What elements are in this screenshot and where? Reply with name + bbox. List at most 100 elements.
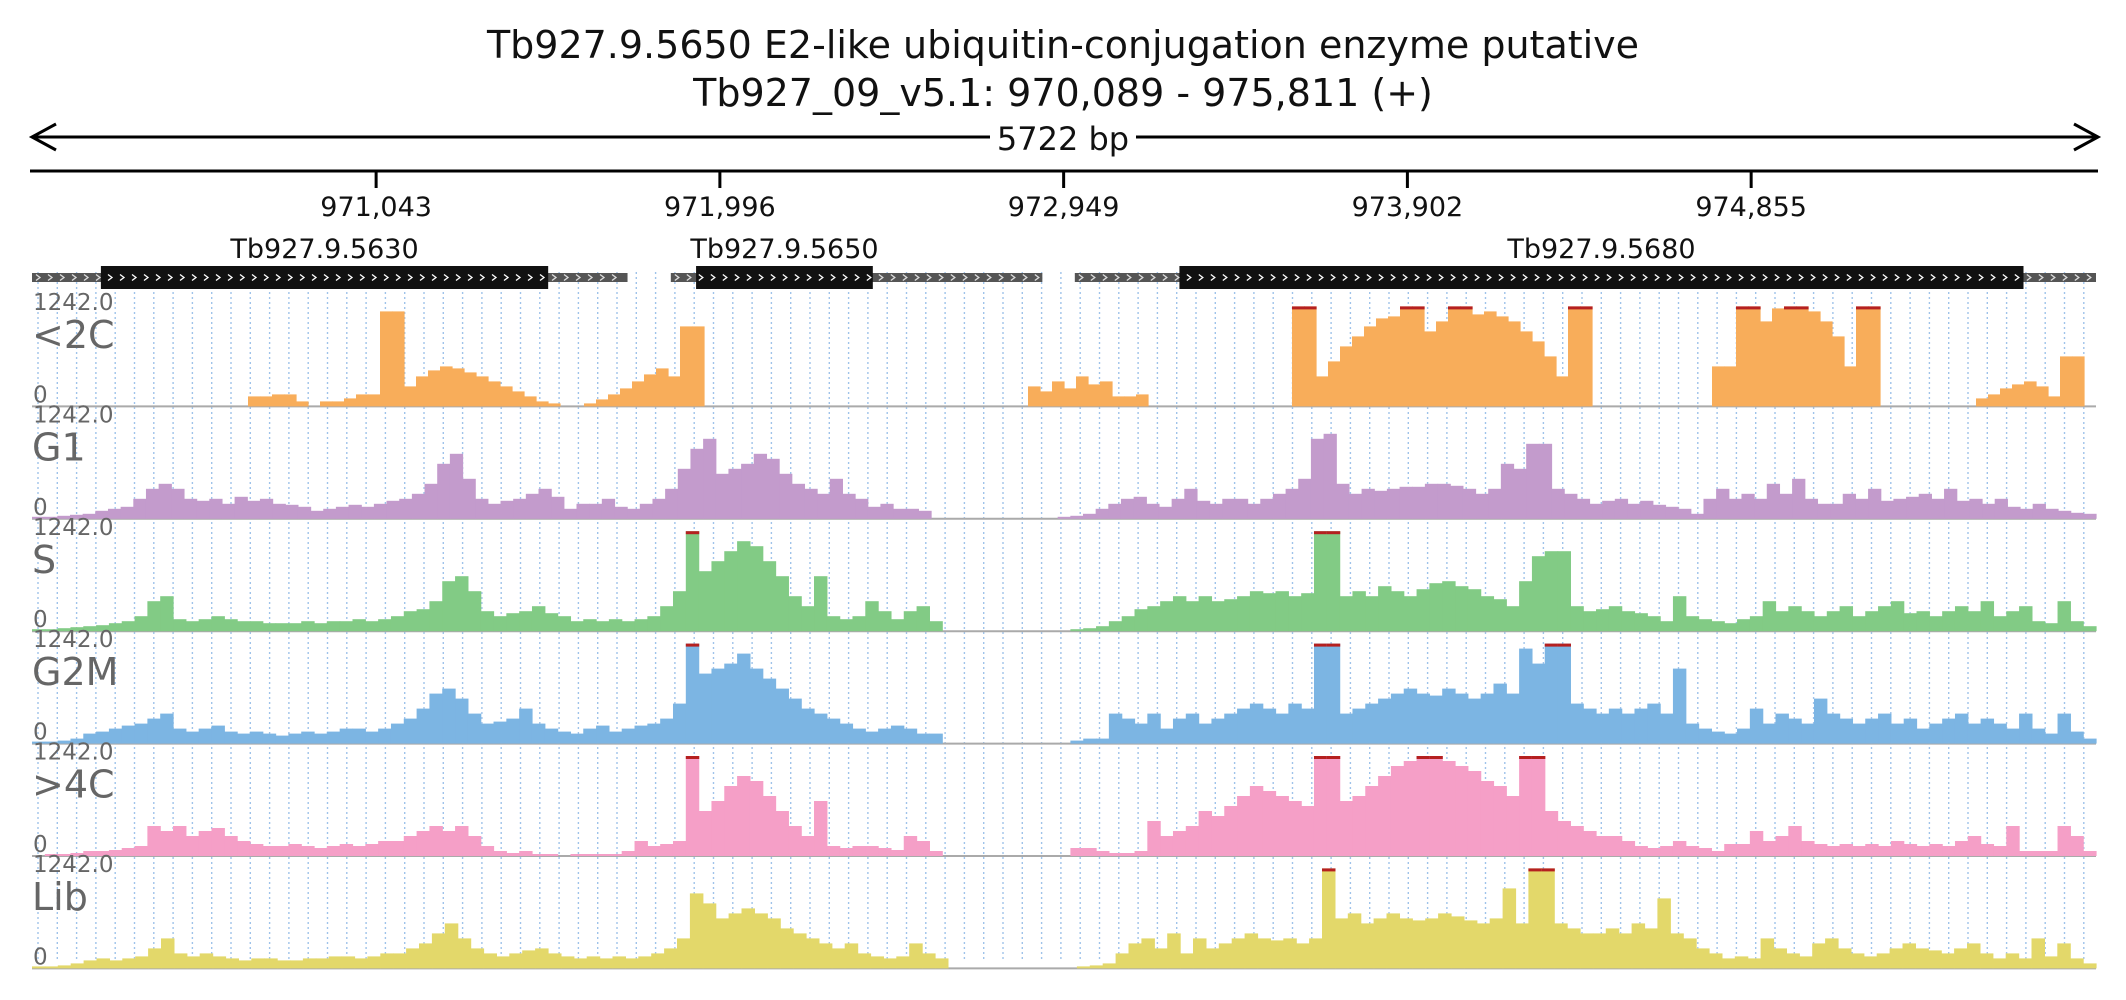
coverage-bar <box>1301 806 1315 856</box>
coverage-bar <box>1967 723 1982 744</box>
coverage-bar <box>390 841 405 856</box>
coverage-bar <box>737 653 751 744</box>
coverage-bar <box>614 506 628 519</box>
strand-arrow <box>323 273 330 282</box>
coverage-bar <box>264 958 278 969</box>
strand-arrow <box>1930 273 1936 282</box>
strand-arrow <box>1090 273 1096 282</box>
coverage-bar <box>1724 623 1738 632</box>
coverage-bar <box>1128 943 1142 969</box>
coverage-bar <box>1283 938 1297 969</box>
coverage-bar <box>467 591 482 632</box>
coverage-bar <box>2031 621 2046 632</box>
coverage-bar <box>1365 786 1379 856</box>
strand-arrow <box>599 273 606 282</box>
coverage-bar <box>121 848 136 856</box>
coverage-bar <box>1160 728 1174 744</box>
strand-arrow <box>491 273 498 282</box>
coverage-bar <box>660 606 674 632</box>
coverage-bar <box>145 488 160 519</box>
coverage-bar <box>544 854 559 856</box>
coverage-bar <box>367 956 381 969</box>
clip-marker <box>1519 756 1533 759</box>
strand-arrow <box>1022 273 1028 282</box>
coverage-bar <box>301 621 315 632</box>
coverage-bar <box>32 516 46 519</box>
coverage-bar <box>1672 596 1687 632</box>
coverage-bar <box>1804 498 1819 519</box>
coverage-bar <box>766 458 780 519</box>
chart-title-line2: Tb927_09_v5.1: 970,089 - 975,811 (+) <box>692 71 1433 115</box>
coverage-bar <box>1993 616 2007 632</box>
clip-marker <box>1460 306 1473 310</box>
coverage-bar <box>814 713 828 744</box>
coverage-bar <box>1275 591 1289 632</box>
coverage-bar <box>1121 718 1136 744</box>
coverage-bar <box>209 498 223 519</box>
coverage-bar <box>1737 728 1751 744</box>
coverage-bar <box>1749 708 1764 744</box>
coverage-bar <box>1185 826 1200 856</box>
coverage-bar <box>1749 831 1764 856</box>
coverage-bar <box>272 394 285 407</box>
coverage-bar <box>302 958 317 969</box>
coverage-bar <box>1779 493 1793 519</box>
strand-arrow <box>383 273 390 282</box>
coverage-bar <box>1323 433 1337 519</box>
coverage-bar <box>677 468 692 519</box>
coverage-bar <box>339 728 354 744</box>
coverage-bar <box>1808 311 1821 407</box>
coverage-bar <box>715 473 730 519</box>
strand-arrow <box>59 273 66 282</box>
coverage-bar <box>1844 366 1857 407</box>
coverage-bar <box>1749 616 1764 632</box>
coverage-bar <box>880 503 894 519</box>
strand-arrow <box>1078 273 1084 282</box>
coverage-bar <box>1361 488 1375 519</box>
strand-arrow <box>1174 273 1180 282</box>
coverage-bar <box>1826 846 1841 856</box>
coverage-bar <box>762 678 777 744</box>
coverage-bar <box>1942 611 1956 632</box>
coverage-bar <box>1929 723 1943 744</box>
coverage-bar <box>583 854 597 856</box>
coverage-bar <box>108 623 123 632</box>
coverage-bar <box>525 493 540 519</box>
strand-arrow <box>1282 273 1288 282</box>
strand-arrow <box>2014 273 2020 282</box>
chart-title-line1: Tb927.9.5650 E2-like ubiquitin-conjugati… <box>486 23 1639 67</box>
coverage-bar <box>818 943 833 969</box>
coverage-bar <box>1596 609 1610 632</box>
coverage-bar <box>1336 483 1350 519</box>
coverage-bar <box>634 619 648 632</box>
clip-marker <box>1868 306 1881 310</box>
strand-arrow <box>263 273 270 282</box>
coverage-bar <box>211 828 225 856</box>
strand-arrow <box>1438 273 1444 282</box>
strand-arrow <box>1678 273 1684 282</box>
coverage-bar <box>1326 531 1341 632</box>
strand-arrow <box>674 273 680 282</box>
coverage-bar <box>500 500 514 519</box>
coverage-bar <box>122 958 136 969</box>
coverage-bar <box>70 738 84 744</box>
strand-arrow <box>1618 273 1624 282</box>
coverage-bar <box>1544 551 1559 632</box>
strand-arrow <box>2074 273 2080 282</box>
coverage-bar <box>1544 811 1559 856</box>
coverage-bar <box>2019 713 2033 744</box>
coverage-bar <box>380 953 394 969</box>
coverage-bar <box>442 688 456 744</box>
clip-marker <box>1541 868 1555 872</box>
coverage-bar <box>1198 811 1213 856</box>
coverage-bar <box>57 515 71 519</box>
coverage-bar <box>1865 718 1879 744</box>
clip-marker <box>1856 306 1869 310</box>
coverage-bar <box>247 500 261 519</box>
strand-arrow <box>395 273 402 282</box>
coverage-bar <box>1180 953 1194 969</box>
coverage-bar <box>1386 913 1400 969</box>
coverage-bar <box>260 396 273 407</box>
strand-arrow <box>575 273 582 282</box>
coverage-bar <box>512 391 525 407</box>
